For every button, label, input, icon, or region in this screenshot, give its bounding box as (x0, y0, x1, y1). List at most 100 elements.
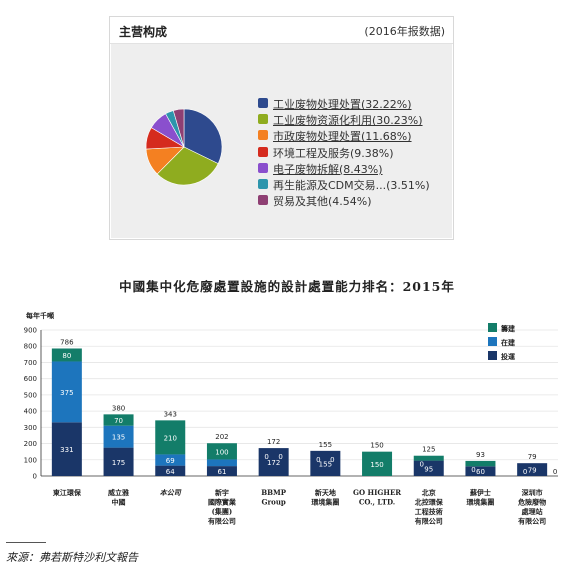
legend-label: 工业废物处理处置(32.22%) (273, 98, 412, 111)
x-category-label: CO., LTD. (359, 498, 395, 507)
bar-value-label: 0 (553, 468, 557, 476)
legend-swatch (258, 114, 268, 125)
legend-label: 环境工程及服务(9.38%) (273, 146, 394, 160)
y-axis-label: 每年千噸 (26, 311, 54, 320)
bar-segment-投運 (51, 422, 82, 476)
legend-label: 市政废物处理处置(11.68%) (273, 130, 412, 144)
x-category-label: 危險廢物 (517, 498, 546, 507)
x-category-label: 北京 (422, 488, 436, 497)
bar-value-label: 0 (382, 469, 386, 477)
bar-value-label: 0 (420, 461, 424, 469)
pie-header: 主营构成 (2016年报数据) (110, 17, 453, 44)
bar-segment-投運 (103, 447, 134, 476)
bar-segment-籌建 (103, 414, 134, 426)
bar-segment-籌建 (51, 348, 82, 362)
bar-total-label: 172 (267, 438, 280, 446)
source-divider (6, 542, 46, 543)
bar-value-label: 0 (278, 453, 282, 461)
bar-segment-在建 (155, 454, 186, 466)
x-category-label: BBMP (261, 488, 287, 497)
bar-value-label: 0 (368, 469, 372, 477)
x-category-label: GO HIGHER (353, 488, 401, 497)
legend-swatch (258, 179, 268, 189)
bar-segment-投運 (465, 466, 496, 476)
x-category-label: (集團) (212, 507, 233, 516)
bar-value-label: 61 (217, 468, 226, 476)
bar-value-label: 95 (424, 465, 433, 473)
legend-swatch (258, 162, 268, 173)
y-tick-label: 400 (24, 408, 37, 416)
bar-legend-label: 在建 (501, 338, 516, 347)
y-tick-label: 200 (24, 440, 37, 448)
pie-panel: 主营构成 (2016年报数据) 工业废物处理处置(32.22%) 工业废物资源化利… (109, 16, 454, 240)
bar-value-label: 210 (164, 434, 177, 442)
x-category-label: 深圳市 (522, 488, 543, 497)
bar-value-label: 150 (370, 461, 383, 469)
bar-value-label: 60 (476, 468, 485, 476)
x-category-label: 國際實業 (208, 498, 237, 507)
pie-body: 工业废物处理处置(32.22%) 工业废物资源化利用(30.23%) 市政废物处理处… (111, 44, 452, 238)
legend-label: 贸易及其他(4.54%) (273, 195, 372, 209)
x-category-label: 工程技術 (415, 507, 443, 516)
legend-swatch (258, 98, 268, 108)
bar-segment-籌建 (413, 455, 444, 461)
bar-total-label: 93 (476, 451, 485, 459)
legend-label: 电子废物拆解(8.43%) (273, 162, 383, 176)
x-category-label: Group (261, 498, 285, 507)
bar-value-label: 172 (267, 459, 280, 467)
legend-label: 再生能源及CDM交易...(3.51%) (273, 179, 430, 192)
x-category-label: 有限公司 (518, 517, 546, 526)
x-category-label: 新宇 (215, 488, 229, 497)
y-tick-label: 700 (24, 359, 37, 367)
x-category-label: 處理站 (522, 507, 543, 516)
source-note: 來源：弗若斯特沙利文報告 (6, 551, 138, 564)
pie-slice-2 (156, 146, 219, 186)
bar-total-label: 150 (370, 442, 383, 450)
bar-value-label: 70 (114, 417, 123, 425)
bar-segment-籌建 (362, 451, 393, 476)
x-category-label: 有限公司 (208, 517, 236, 526)
bar-value-label: 69 (166, 457, 175, 465)
bar-total-label: 202 (215, 433, 228, 441)
bar-total-label: 343 (164, 410, 177, 418)
bar-segment-投運 (155, 465, 186, 476)
y-tick-label: 0 (33, 473, 37, 481)
bar-segment-投運 (517, 463, 548, 476)
bar-legend-label: 籌建 (500, 324, 516, 333)
legend-label: 工业废物资源化利用(30.23%) (273, 114, 423, 128)
bar-segment-投運 (413, 460, 444, 476)
bar-segment-在建 (103, 425, 134, 448)
bar-value-label: 0 (471, 466, 475, 474)
bar-value-label: 155 (319, 460, 332, 468)
x-category-label: 蘇伊士 (469, 488, 491, 497)
y-tick-label: 100 (24, 456, 37, 464)
bar-segment-籌建 (206, 443, 237, 460)
bar-segment-籌建 (465, 460, 496, 467)
y-tick-label: 800 (24, 343, 37, 351)
x-category-label: 環境集團 (466, 498, 494, 507)
pie-title: 主营构成 (119, 25, 168, 39)
bar-total-label: 155 (319, 441, 332, 449)
bar-value-label: 64 (166, 468, 175, 476)
y-tick-label: 900 (24, 327, 37, 335)
bar-chart-title: 中國集中化危廢處置設施的設計處置能力排名：2015年 (119, 279, 455, 294)
bar-legend-label: 投運 (501, 352, 516, 361)
x-category-label: 新天地 (315, 488, 336, 497)
bar-legend-swatch (488, 351, 497, 360)
bar-segment-在建 (51, 361, 82, 423)
x-category-label: 威立雅 (108, 488, 129, 497)
bar-value-label: 135 (112, 434, 125, 442)
x-category-label: 本公司 (160, 488, 182, 497)
x-category-label: 環境集團 (311, 498, 339, 507)
legend-swatch (258, 146, 268, 157)
x-category-label: 東江環保 (53, 488, 82, 497)
bar-value-label: 175 (112, 459, 125, 467)
bar-total-label: 786 (60, 338, 74, 346)
bar-value-label: 79 (528, 467, 537, 475)
pie-chart (145, 108, 223, 186)
bar-total-label: 125 (422, 446, 435, 454)
bar-value-label: 331 (60, 446, 73, 454)
legend-swatch (258, 130, 268, 141)
pie-slice-1 (183, 108, 223, 165)
y-tick-label: 500 (24, 391, 37, 399)
